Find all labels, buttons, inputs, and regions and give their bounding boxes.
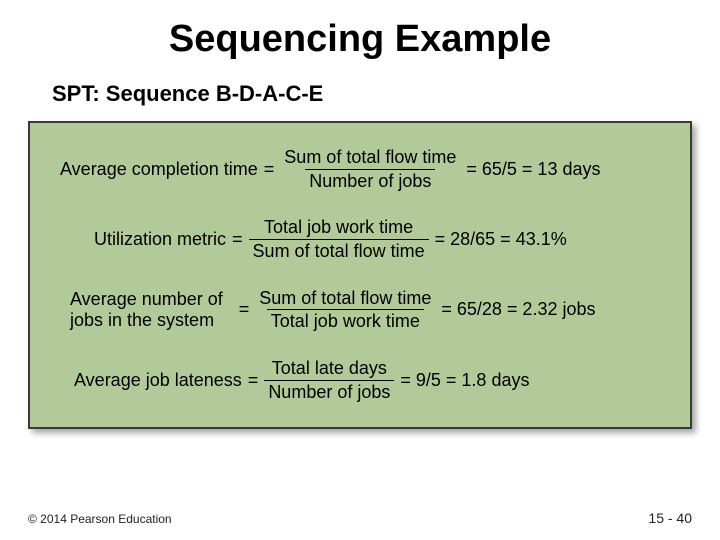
formula-lhs: Average number of jobs in the system xyxy=(70,289,223,330)
numerator: Total job work time xyxy=(260,217,417,239)
formula-rhs: = 65/28 = 2.32 jobs xyxy=(435,299,595,320)
slide-title: Sequencing Example xyxy=(0,18,720,61)
fraction: Total late days Number of jobs xyxy=(264,358,394,402)
equals-sign: = xyxy=(242,370,265,391)
numerator: Total late days xyxy=(268,358,391,380)
numerator: Sum of total flow time xyxy=(255,288,435,310)
fraction: Sum of total flow time Total job work ti… xyxy=(255,288,435,332)
denominator: Sum of total flow time xyxy=(249,239,429,262)
copyright-text: © 2014 Pearson Education xyxy=(28,512,172,526)
slide: Sequencing Example SPT: Sequence B-D-A-C… xyxy=(0,0,720,540)
slide-subtitle: SPT: Sequence B-D-A-C-E xyxy=(52,81,720,107)
fraction: Sum of total flow time Number of jobs xyxy=(280,147,460,191)
numerator: Sum of total flow time xyxy=(280,147,460,169)
formula-lhs: Utilization metric xyxy=(94,229,226,250)
lhs-line2: jobs in the system xyxy=(70,310,223,331)
denominator: Total job work time xyxy=(267,309,424,332)
formula-avg-jobs: Average number of jobs in the system = S… xyxy=(52,288,668,332)
formula-rhs: = 28/65 = 43.1% xyxy=(429,229,567,250)
formula-rhs: = 65/5 = 13 days xyxy=(460,159,600,180)
fraction: Total job work time Sum of total flow ti… xyxy=(249,217,429,261)
lhs-line1: Average number of xyxy=(70,289,223,310)
formula-utilization: Utilization metric = Total job work time… xyxy=(52,217,668,261)
formula-box: Average completion time = Sum of total f… xyxy=(28,121,692,429)
formula-lhs: Average job lateness xyxy=(74,370,242,391)
formula-rhs: = 9/5 = 1.8 days xyxy=(394,370,529,391)
formula-avg-completion: Average completion time = Sum of total f… xyxy=(52,147,668,191)
page-number: 15 - 40 xyxy=(648,510,692,526)
equals-sign: = xyxy=(226,229,249,250)
formula-lhs: Average completion time xyxy=(60,159,258,180)
formula-lateness: Average job lateness = Total late days N… xyxy=(52,358,668,402)
denominator: Number of jobs xyxy=(305,169,435,192)
equals-sign: = xyxy=(223,299,256,320)
denominator: Number of jobs xyxy=(264,380,394,403)
equals-sign: = xyxy=(258,159,281,180)
